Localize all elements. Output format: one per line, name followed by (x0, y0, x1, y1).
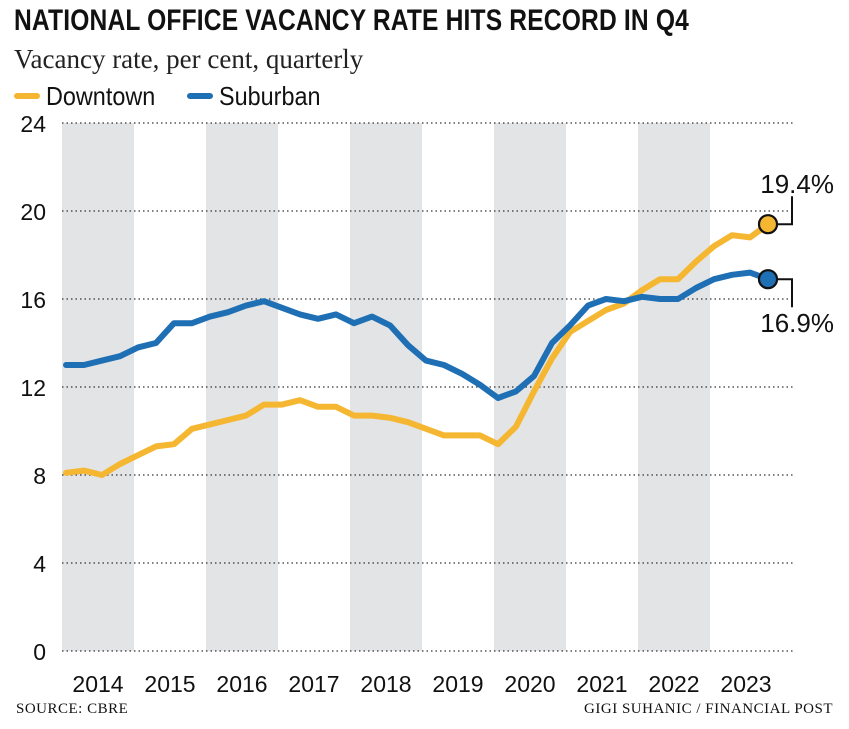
y-tick-label-4: 4 (33, 551, 46, 577)
legend: Downtown Suburban (14, 80, 352, 112)
x-tick-label-2015: 2015 (144, 671, 195, 697)
x-axis-ticks: 2014 2015 2016 2017 2018 2019 2020 2021 2022 2023 (72, 671, 771, 697)
source-note: SOURCE: CBRE (16, 701, 129, 717)
end-marker-downtown (757, 214, 779, 235)
x-tick-label-2016: 2016 (216, 671, 267, 697)
end-label-downtown: 19.4% (760, 169, 834, 199)
end-markers: 19.4% 16.9% (757, 169, 834, 338)
series-line-suburban (63, 269, 771, 401)
end-marker-suburban (757, 269, 779, 290)
x-tick-label-2014: 2014 (72, 671, 123, 697)
series-line-downtown (63, 221, 771, 478)
legend-swatch-downtown (14, 93, 40, 99)
x-tick-label-2020: 2020 (504, 671, 555, 697)
x-tick-label-2021: 2021 (576, 671, 627, 697)
x-tick-label-2022: 2022 (648, 671, 699, 697)
x-tick-label-2019: 2019 (432, 671, 483, 697)
y-tick-label-0: 0 (33, 639, 46, 665)
leader-line-suburban (778, 278, 793, 308)
end-label-suburban: 16.9% (760, 308, 834, 338)
chart-subtitle: Vacancy rate, per cent, quarterly (14, 44, 364, 74)
legend-swatch-suburban (187, 93, 214, 99)
y-tick-label-8: 8 (33, 463, 46, 489)
legend-item-downtown: Downtown (14, 81, 167, 112)
y-axis-ticks: 0 4 8 12 16 20 24 (20, 111, 46, 665)
y-tick-label-24: 24 (20, 111, 46, 137)
leader-line-downtown (778, 196, 793, 226)
y-tick-label-20: 20 (20, 199, 46, 225)
chart-title: NATIONAL OFFICE VACANCY RATE HITS RECORD… (14, 4, 689, 37)
y-tick-label-16: 16 (20, 287, 46, 313)
legend-item-suburban: Suburban (187, 81, 332, 112)
series-lines (63, 221, 771, 478)
x-tick-label-2017: 2017 (288, 671, 339, 697)
x-tick-label-2023: 2023 (720, 671, 771, 697)
legend-label-downtown: Downtown (46, 80, 156, 111)
y-tick-label-12: 12 (20, 375, 46, 401)
x-tick-label-2018: 2018 (360, 671, 411, 697)
gridlines (62, 122, 795, 652)
credit-note: GIGI SUHANIC / FINANCIAL POST (584, 701, 833, 717)
legend-label-suburban: Suburban (219, 80, 321, 111)
